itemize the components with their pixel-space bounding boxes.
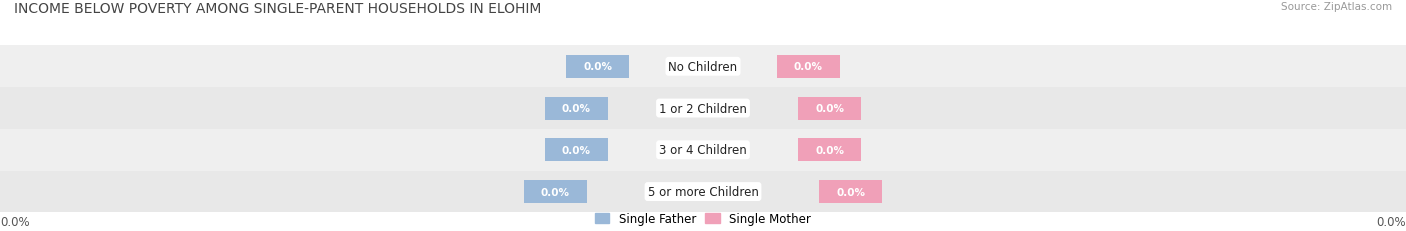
Bar xyxy=(0,88,1406,129)
Bar xyxy=(799,139,860,162)
Bar xyxy=(0,129,1406,171)
Text: 0.0%: 0.0% xyxy=(837,187,865,197)
Bar xyxy=(0,46,1406,88)
Text: 0.0%: 0.0% xyxy=(562,145,591,155)
Text: INCOME BELOW POVERTY AMONG SINGLE-PARENT HOUSEHOLDS IN ELOHIM: INCOME BELOW POVERTY AMONG SINGLE-PARENT… xyxy=(14,2,541,16)
Bar xyxy=(778,55,841,78)
Bar xyxy=(0,171,1406,213)
Legend: Single Father, Single Mother: Single Father, Single Mother xyxy=(595,212,811,225)
Text: 0.0%: 0.0% xyxy=(562,103,591,114)
Text: 0.0%: 0.0% xyxy=(794,62,823,72)
Text: 0.0%: 0.0% xyxy=(583,62,612,72)
Text: 0.0%: 0.0% xyxy=(815,145,844,155)
Text: 0.0%: 0.0% xyxy=(541,187,569,197)
Bar xyxy=(524,180,588,203)
Text: 1 or 2 Children: 1 or 2 Children xyxy=(659,102,747,115)
Text: 3 or 4 Children: 3 or 4 Children xyxy=(659,144,747,157)
Bar xyxy=(565,55,630,78)
Text: 5 or more Children: 5 or more Children xyxy=(648,185,758,198)
Text: 0.0%: 0.0% xyxy=(0,215,30,228)
Text: No Children: No Children xyxy=(668,61,738,73)
Bar xyxy=(818,180,883,203)
Text: 0.0%: 0.0% xyxy=(815,103,844,114)
Bar xyxy=(799,97,860,120)
Text: Source: ZipAtlas.com: Source: ZipAtlas.com xyxy=(1281,2,1392,12)
Bar xyxy=(546,97,609,120)
Text: 0.0%: 0.0% xyxy=(1376,215,1406,228)
Bar xyxy=(546,139,609,162)
